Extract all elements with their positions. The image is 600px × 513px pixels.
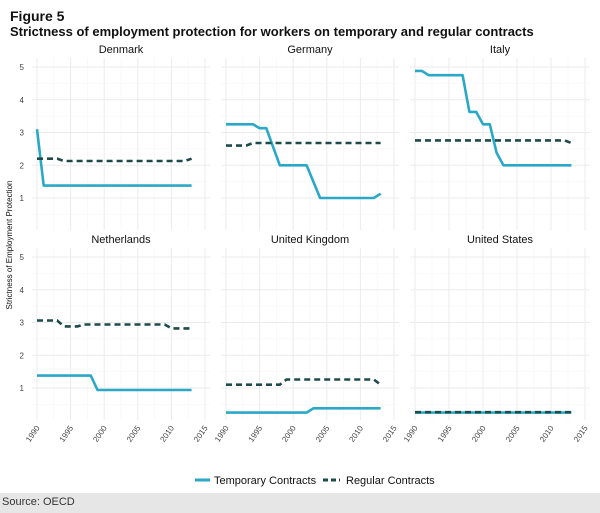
y-tick-label: 5 [20,253,25,262]
x-tick-label: 1995 [58,424,76,444]
y-tick-label: 2 [20,161,25,170]
x-tick-label: 1995 [436,424,454,444]
x-tick-label: 1995 [247,424,265,444]
series-regular-italy [415,139,572,145]
x-tick-label: 1990 [213,424,231,444]
y-tick-label: 4 [20,286,25,295]
series-temporary-netherlands [37,374,192,392]
y-tick-label: 1 [20,384,25,393]
x-tick-label: 2015 [192,424,210,444]
panel-title-united-states: United States [467,234,534,246]
x-tick-label: 2015 [381,424,399,444]
x-tick-label: 2000 [470,424,488,444]
legend-label-temporary: Temporary Contracts [214,475,317,487]
panel-title-germany: Germany [287,44,333,56]
x-tick-label: 2000 [280,424,298,444]
series-regular-germany [226,141,381,147]
panel-title-denmark: Denmark [99,44,144,56]
x-tick-label: 2005 [125,424,143,444]
x-tick-label: 2010 [347,424,365,444]
series-temporary-united-kingdom [226,407,381,414]
y-tick-label: 3 [20,129,25,138]
series-temporary-denmark [35,129,192,187]
x-tick-label: 2010 [538,424,556,444]
panel-title-netherlands: Netherlands [91,234,151,246]
y-tick-label: 5 [20,63,25,72]
x-tick-label: 2010 [158,424,176,444]
panel-title-united-kingdom: United Kingdom [271,234,349,246]
y-tick-label: 3 [20,319,25,328]
series-temporary-germany [226,123,382,200]
chart-canvas: Denmark 1 2 3 4 5 Germany Italy Netherlands 1 2 3 4 5… [5,44,590,487]
y-tick-label: 1 [20,194,25,203]
figure-label: Figure 5 [10,8,65,24]
panel-title-italy: Italy [490,44,511,56]
chart-title: Strictness of employment protection for … [10,24,534,39]
x-tick-label: 2000 [91,424,109,444]
y-tick-label: 2 [20,351,25,360]
series-regular-united-kingdom [226,378,382,386]
y-tick-label: 4 [20,96,25,105]
source-note: Source: OECD [2,496,75,508]
series-temporary-italy [415,69,572,167]
x-tick-label: 2005 [314,424,332,444]
y-axis-label: Strictness of Employment Protection [5,181,14,310]
x-tick-label: 1990 [402,424,420,444]
series-regular-netherlands [37,319,192,330]
x-tick-label: 2005 [504,424,522,444]
legend-label-regular: Regular Contracts [346,475,435,487]
series-regular-denmark [37,157,193,163]
x-tick-label: 1990 [24,424,42,444]
x-tick-label: 2015 [572,424,590,444]
footer: Source: OECD [0,493,600,513]
